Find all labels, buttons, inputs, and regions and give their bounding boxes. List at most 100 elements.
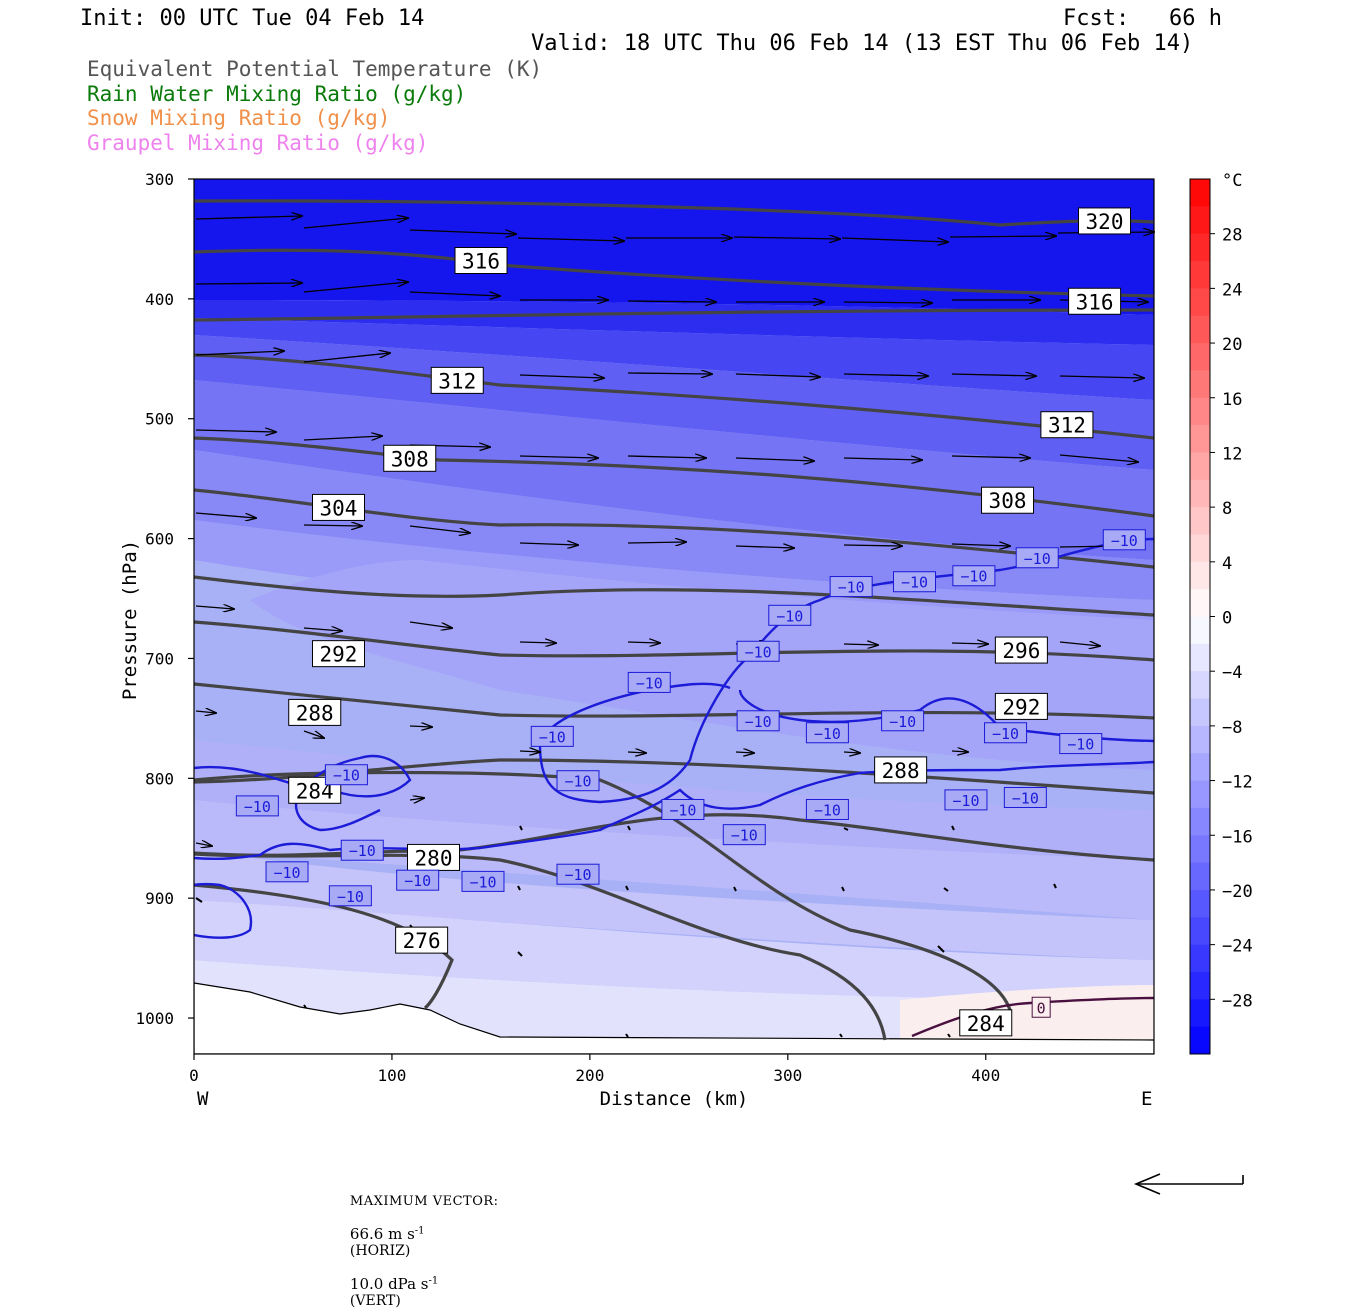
colorbar-swatch xyxy=(1190,835,1210,864)
x-tick-label: 300 xyxy=(773,1066,802,1085)
temperature-label-box xyxy=(881,710,925,732)
wind-vector xyxy=(841,886,845,892)
wind-vector xyxy=(519,456,598,458)
temperature-label-box xyxy=(556,863,600,885)
temperature-label: −10 xyxy=(731,827,758,845)
y-tick-label: 700 xyxy=(145,649,174,668)
wind-vector xyxy=(841,237,948,242)
legend-snow: Snow Mixing Ratio (g/kg) xyxy=(87,106,391,130)
wind-vector xyxy=(733,237,840,239)
wind-vector xyxy=(195,283,302,284)
temperature-label: −10 xyxy=(337,888,364,906)
theta-e-line-288 xyxy=(194,758,1154,795)
temperature-label: −10 xyxy=(776,607,803,625)
colorbar-tick-label: 16 xyxy=(1222,390,1242,410)
wind-vector xyxy=(943,887,949,892)
wind-vector xyxy=(519,543,578,545)
wind-vector xyxy=(409,525,470,533)
shade-band-3 xyxy=(194,318,1154,400)
terrain xyxy=(194,982,1154,1054)
theta-e-label: 284 xyxy=(967,1012,1005,1036)
temperature-label-box xyxy=(768,604,812,626)
plot-frame xyxy=(193,178,1155,1055)
temperature-label-box xyxy=(984,722,1028,744)
theta-e-label: 304 xyxy=(320,496,358,520)
colorbar-swatch xyxy=(1190,780,1210,809)
wind-vector xyxy=(195,897,203,903)
wind-vector xyxy=(627,542,686,543)
colorbar-swatch xyxy=(1190,999,1210,1028)
wind-vector xyxy=(843,644,878,645)
colorbar-swatch xyxy=(1190,425,1210,453)
reference-vector-arrow xyxy=(1133,1173,1244,1195)
temperature-label-box xyxy=(944,789,988,811)
minus10-line-west xyxy=(194,754,412,832)
wind-vector xyxy=(951,456,1030,458)
theta-e-label-group: 320 316 316 312 312 308 308 304 296 292 292 288 288 2… xyxy=(288,207,1132,1037)
wind-vector xyxy=(627,373,712,374)
temperature-label: −10 xyxy=(564,773,591,791)
wind-vector xyxy=(409,291,500,296)
temperature-label-box xyxy=(736,640,780,662)
theta-e-label-box xyxy=(395,926,449,954)
wind-vector xyxy=(627,642,660,643)
wind-vector xyxy=(949,236,1056,237)
footer-max-vector: MAXIMUM VECTOR: 66.6 m s-1 (HORIZ) 10.0 … xyxy=(341,1177,499,1309)
theta-e-label: 316 xyxy=(462,250,500,274)
colorbar-tick-label: −28 xyxy=(1222,991,1253,1011)
colorbar-swatch xyxy=(1190,1026,1210,1055)
colorbar-swatch xyxy=(1190,616,1210,645)
theta-e-label-box xyxy=(994,636,1048,664)
theta-e-line-316b xyxy=(194,308,1154,322)
colorbar-swatch xyxy=(1190,862,1210,891)
colorbar-tick-label: 4 xyxy=(1222,554,1232,574)
temperature-label: −10 xyxy=(901,574,928,592)
theta-e-line-296 xyxy=(194,620,1154,662)
temperature-label: −10 xyxy=(1024,550,1051,568)
y-tick-label: 500 xyxy=(145,410,174,429)
wind-vector xyxy=(195,512,256,518)
wind-vector xyxy=(517,238,624,241)
rain-contour xyxy=(911,996,1154,1038)
colorbar-swatch xyxy=(1190,315,1210,344)
init-time: Init: 00 UTC Tue 04 Feb 14 xyxy=(80,6,425,31)
theta-e-label-box xyxy=(994,692,1048,720)
horiz-exponent: -1 xyxy=(414,1225,425,1237)
rain-label-group: 0 xyxy=(1031,996,1051,1018)
colorbar-swatch xyxy=(1190,671,1210,700)
y-tick-label: 900 xyxy=(145,889,174,908)
temperature-label-box xyxy=(265,861,309,883)
colorbar-swatch xyxy=(1190,206,1210,235)
colorbar: 28 24 20 16 12 8 4 0 −4 −8 −12 −16 −20 −24 −28 xyxy=(1189,178,1253,1055)
wind-vector xyxy=(195,843,212,846)
theta-e-label: 308 xyxy=(989,489,1027,513)
cross-section-chart: 3203163163123123083083042962922922882882… xyxy=(119,170,1253,1195)
wind-vector xyxy=(947,1033,951,1038)
colorbar-swatch xyxy=(1190,725,1210,754)
wind-vector xyxy=(409,621,452,628)
wind-vector xyxy=(519,825,523,831)
theta-e-label-box xyxy=(454,247,508,275)
temperature-label: −10 xyxy=(273,864,300,882)
temperature-label: −10 xyxy=(349,842,376,860)
wind-vector xyxy=(843,545,902,546)
wind-vector xyxy=(735,458,814,461)
max-vector-label: MAXIMUM VECTOR: xyxy=(349,1194,499,1209)
temperature-label-box xyxy=(805,798,849,820)
y-axis-title: Pressure (hPa) xyxy=(119,540,141,700)
wind-vector xyxy=(1053,883,1057,889)
wind-vector xyxy=(519,751,540,752)
wind-vector xyxy=(303,730,324,738)
colorbar-unit: °C xyxy=(1222,171,1242,191)
colorbar-tick-label: 24 xyxy=(1222,280,1242,300)
colorbar-swatch xyxy=(1190,807,1210,836)
temperature-label: −10 xyxy=(1067,736,1094,754)
temperature-label: −10 xyxy=(992,725,1019,743)
x-axis-title: Distance (km) xyxy=(600,1088,749,1110)
temperature-label: −10 xyxy=(669,801,696,819)
wind-vector xyxy=(843,302,932,303)
y-tick-label: 600 xyxy=(145,530,174,549)
theta-e-label-box xyxy=(383,444,437,472)
temperature-label: −10 xyxy=(404,872,431,890)
theta-e-label: 312 xyxy=(438,369,476,393)
